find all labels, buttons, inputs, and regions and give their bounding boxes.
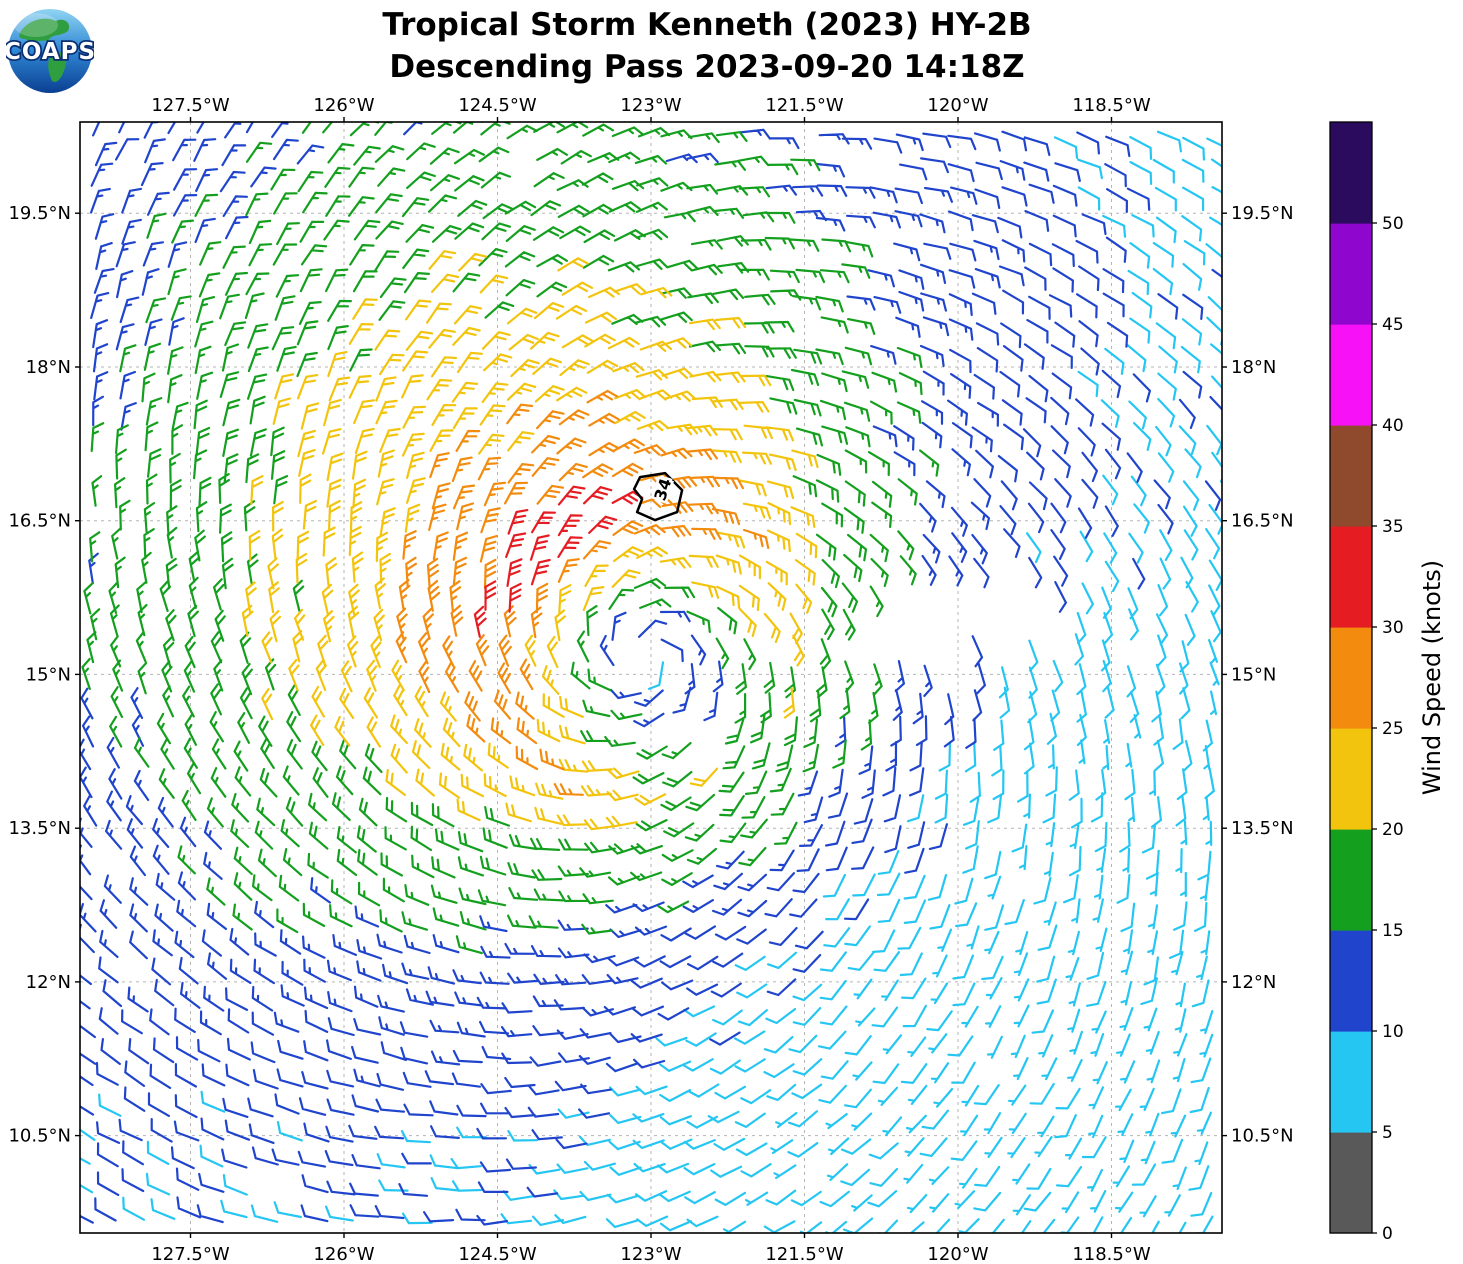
wind-barbs <box>80 122 1222 1233</box>
y-tick-label-left: 12°N <box>26 972 71 993</box>
y-tick-label-left: 13.5°N <box>8 818 71 839</box>
x-tick-label-bottom: 118.5°W <box>1072 1244 1151 1264</box>
x-tick-label-top: 121.5°W <box>765 95 844 116</box>
y-tick-label-left: 16.5°N <box>8 511 71 532</box>
colorbar-tick-label: 35 <box>1382 517 1404 537</box>
x-tick-label-bottom: 120°W <box>927 1244 988 1264</box>
north-america-landmass <box>19 18 70 42</box>
x-tick-label-top: 127.5°W <box>151 95 230 116</box>
y-tick-label-right: 16.5°N <box>1231 511 1294 532</box>
colorbar-segment <box>1330 1132 1372 1234</box>
south-america-landmass <box>48 52 67 82</box>
colorbar-segment <box>1330 1031 1372 1133</box>
y-tick-label-left: 15°N <box>26 664 71 685</box>
chart-title-line2: Descending Pass 2023-09-20 14:18Z <box>389 49 1025 85</box>
x-tick-label-bottom: 124.5°W <box>458 1244 537 1264</box>
globe-highlight <box>14 13 58 37</box>
contour-outline <box>632 471 684 522</box>
y-tick-label-left: 19.5°N <box>8 203 71 224</box>
colorbar-tick-label: 25 <box>1382 719 1404 739</box>
colorbar-tick-label: 0 <box>1382 1224 1393 1244</box>
colorbar-tick-label: 45 <box>1382 315 1404 335</box>
colorbar-tick-label: 15 <box>1382 921 1404 941</box>
colorbar-tick-label: 50 <box>1382 214 1404 234</box>
colorbar-segment <box>1330 425 1372 527</box>
colorbar-segment <box>1330 627 1372 729</box>
colorbar-tick-label: 10 <box>1382 1022 1404 1042</box>
colorbar-tick-label: 40 <box>1382 416 1404 436</box>
colorbar-segment <box>1330 526 1372 628</box>
chart-title-line1: Tropical Storm Kenneth (2023) HY-2B <box>382 7 1032 43</box>
coaps-logo: COAPS <box>6 9 94 93</box>
x-tick-label-bottom: 126°W <box>313 1244 374 1264</box>
y-tick-label-left: 18°N <box>26 357 71 378</box>
y-tick-label-right: 19.5°N <box>1231 203 1294 224</box>
x-tick-label-bottom: 121.5°W <box>765 1244 844 1264</box>
colorbar-segment <box>1330 728 1372 830</box>
x-tick-label-top: 123°W <box>620 95 681 116</box>
x-tick-label-bottom: 127.5°W <box>151 1244 230 1264</box>
colorbar: 0 5 10 15 20 25 30 35 40 45 50 Wind Speed (knots) <box>1329 121 1446 1244</box>
x-tick-label-top: 126°W <box>313 95 374 116</box>
colorbar-tick-label: 30 <box>1382 618 1404 638</box>
colorbar-segment <box>1330 930 1372 1032</box>
y-tick-label-right: 13.5°N <box>1231 818 1294 839</box>
coaps-logo-text: COAPS <box>6 39 94 65</box>
x-tick-label-top: 120°W <box>927 95 988 116</box>
colorbar-tick-label: 20 <box>1382 820 1404 840</box>
colorbar-segment <box>1330 122 1372 224</box>
y-tick-label-left: 10.5°N <box>8 1126 71 1147</box>
y-tick-label-right: 10.5°N <box>1231 1126 1294 1147</box>
x-tick-label-bottom: 123°W <box>620 1244 681 1264</box>
axis-ticks-and-labels: 127.5°W 127.5°W 126°W 126°W 124.5°W 124.5°W 12… <box>8 95 1293 1264</box>
x-tick-label-top: 118.5°W <box>1072 95 1151 116</box>
y-tick-label-right: 12°N <box>1231 972 1276 993</box>
colorbar-axis-label: Wind Speed (knots) <box>1418 560 1446 795</box>
colorbar-segment <box>1330 223 1372 325</box>
x-tick-label-top: 124.5°W <box>458 95 537 116</box>
chart-title: Tropical Storm Kenneth (2023) HY-2B Desc… <box>80 4 1334 88</box>
colorbar-segment <box>1330 829 1372 931</box>
y-tick-label-right: 15°N <box>1231 664 1276 685</box>
y-tick-label-right: 18°N <box>1231 357 1276 378</box>
colorbar-segment <box>1330 324 1372 426</box>
colorbar-frame <box>1329 121 1373 1234</box>
gridlines <box>80 122 1222 1233</box>
colorbar-tick-label: 5 <box>1382 1123 1393 1143</box>
